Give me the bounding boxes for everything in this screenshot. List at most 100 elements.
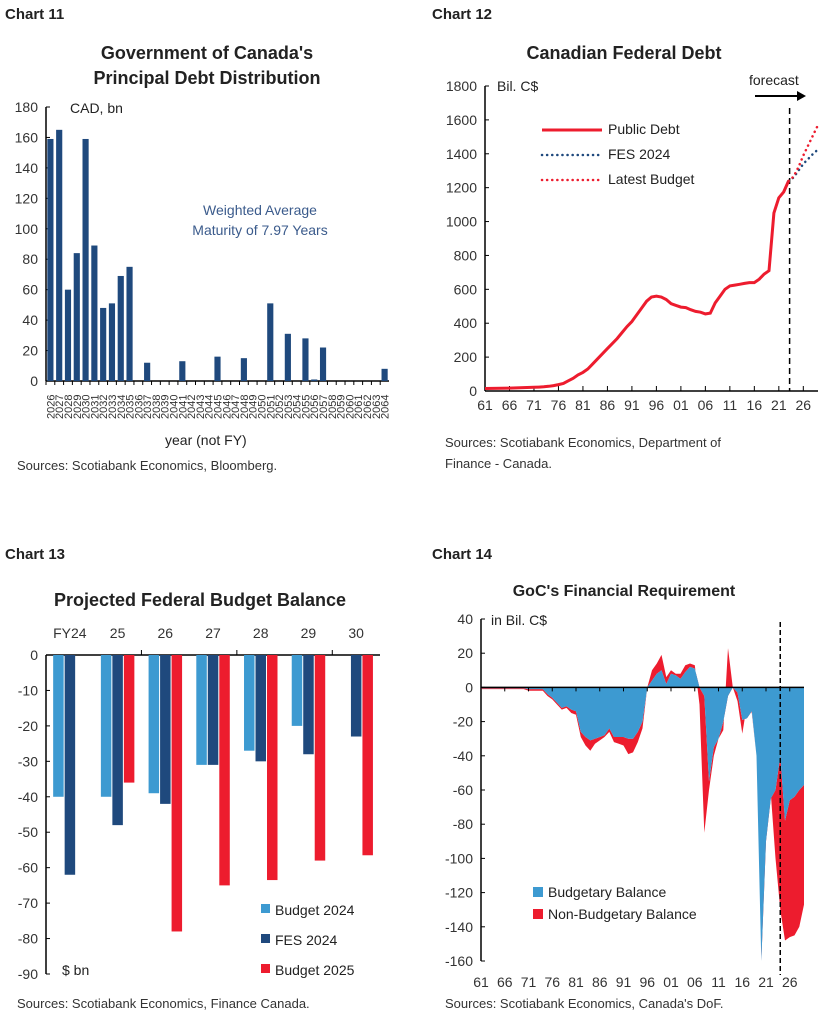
chart12-x-tick-label: 86 xyxy=(600,397,616,413)
chart12-x-tick-label: 06 xyxy=(698,397,714,413)
chart14-area-budgetary xyxy=(481,666,804,961)
chart13-y-tick-label: -70 xyxy=(18,895,38,911)
chart12-x-tick-label: 81 xyxy=(575,397,591,413)
chart13-x-tick-label: FY24 xyxy=(53,625,87,641)
chart14-y-tick-label: -80 xyxy=(453,816,473,832)
chart11-bar xyxy=(302,338,309,381)
chart11-x-tick-label: 2047 xyxy=(230,395,242,419)
chart13-bar-0 xyxy=(196,655,207,765)
chart14-title: GoC's Financial Requirement xyxy=(512,583,736,600)
chart14-x-tick-label: 16 xyxy=(734,974,750,990)
chart13-x-tick-label: 26 xyxy=(157,625,173,641)
chart11-x-tick-label: 2059 xyxy=(336,395,348,419)
chart11-bar xyxy=(214,356,221,381)
chart11-x-tick-label: 2046 xyxy=(221,395,233,419)
chart12-forecast-label: forecast xyxy=(749,72,799,88)
chart14-y-tick-label: -100 xyxy=(445,850,473,866)
chart11-y-tick-label: 40 xyxy=(22,312,38,328)
chart11-bar xyxy=(179,361,186,381)
chart12-y-tick-label: 600 xyxy=(454,281,478,297)
chart12-x-tick-label: 66 xyxy=(502,397,518,413)
chart12-y-tick-label: 1800 xyxy=(446,78,477,94)
chart12-y-tick-label: 1000 xyxy=(446,214,477,230)
chart14-y-tick-label: 40 xyxy=(457,611,473,627)
chart11-y-tick-label: 160 xyxy=(15,129,39,145)
chart11-x-tick-label: 2057 xyxy=(318,395,330,419)
chart14-number: Chart 14 xyxy=(432,546,493,563)
chart11-y-tick-label: 120 xyxy=(15,190,39,206)
chart13-bar-1 xyxy=(112,655,123,826)
chart14-x-tick-label: 76 xyxy=(544,974,560,990)
chart13-y-tick-label: 0 xyxy=(30,647,38,663)
chart13-legend-swatch xyxy=(261,964,270,973)
chart12-x-tick-label: 76 xyxy=(551,397,567,413)
chart13-bar-2 xyxy=(267,655,278,881)
chart11-x-tick-label: 2042 xyxy=(186,395,198,419)
chart13-bar-0 xyxy=(53,655,64,797)
chart14-source: Sources: Scotiabank Economics, Canada's … xyxy=(445,996,724,1011)
chart11-x-tick-label: 2063 xyxy=(371,395,383,419)
chart13-legend-budget2024: Budget 2024 xyxy=(275,902,355,918)
chart11-bar xyxy=(64,289,72,381)
chart11-bar xyxy=(82,138,89,381)
chart11-bar xyxy=(126,266,133,381)
chart11-title-line1: Government of Canada's xyxy=(100,43,314,63)
chart13-bar-1 xyxy=(350,655,362,737)
chart14-x-tick-label: 06 xyxy=(687,974,703,990)
chart14-area-non-budgetary xyxy=(481,648,804,961)
chart12-source-line2: Finance - Canada. xyxy=(445,456,552,471)
chart13-bar-2 xyxy=(314,655,326,861)
chart14-y-tick-label: -40 xyxy=(453,748,473,764)
chart11-x-tick-label: 2049 xyxy=(248,395,260,419)
chart13-bar-1 xyxy=(64,655,76,875)
chart13-bar-2 xyxy=(362,655,373,856)
chart13-bar-1 xyxy=(207,655,219,765)
chart14-x-tick-label: 81 xyxy=(568,974,584,990)
chart11-x-tick-label: 2037 xyxy=(142,395,154,419)
chart13-x-tick-label: 27 xyxy=(205,625,221,641)
chart12-series-2 xyxy=(787,123,820,183)
chart14-y-tick-label: -120 xyxy=(445,885,473,901)
chart14-legend-budgetary: Budgetary Balance xyxy=(548,884,667,900)
chart13-bar-0 xyxy=(148,655,160,794)
chart13-legend-budget2025: Budget 2025 xyxy=(275,962,355,978)
chart11-bar xyxy=(56,129,63,381)
chart11-y-tick-label: 0 xyxy=(30,373,38,389)
chart12-forecast-arrowhead xyxy=(797,91,806,101)
chart11-x-tick-label: 2045 xyxy=(213,395,225,419)
chart13-legend-swatch xyxy=(261,934,270,943)
chart11-x-tick-label: 2062 xyxy=(362,395,374,419)
chart12-x-tick-label: 91 xyxy=(624,397,640,413)
chart11-x-tick-label: 2054 xyxy=(292,395,304,419)
chart11-number: Chart 11 xyxy=(5,6,65,23)
chart11-bar xyxy=(284,333,291,381)
chart12-source-line1: Sources: Scotiabank Economics, Departmen… xyxy=(445,435,722,450)
chart14-x-tick-label: 86 xyxy=(592,974,608,990)
chart12-legend-fes: FES 2024 xyxy=(608,146,671,162)
chart11-x-tick-label: 2040 xyxy=(169,395,181,419)
chart11-x-tick-label: 2027 xyxy=(54,395,66,419)
chart12-y-tick-label: 0 xyxy=(469,383,477,399)
chart11-y-tick-label: 100 xyxy=(15,221,39,237)
chart11-y-tick-label: 80 xyxy=(22,251,38,267)
chart11-bar xyxy=(319,347,327,381)
chart13-y-unit: $ bn xyxy=(62,962,90,978)
chart11-y-tick-label: 20 xyxy=(22,343,38,359)
chart11-bar xyxy=(100,307,107,381)
chart12-x-tick-label: 26 xyxy=(796,397,812,413)
chart12-y-unit: Bil. C$ xyxy=(497,78,539,94)
chart11-bar xyxy=(267,303,274,381)
chart14-y-tick-label: -20 xyxy=(453,714,473,730)
chart12-y-tick-label: 1200 xyxy=(446,180,477,196)
chart13-legend-fes2024: FES 2024 xyxy=(275,932,338,948)
chart11-y-unit: CAD, bn xyxy=(70,100,123,116)
chart13-y-tick-label: -90 xyxy=(18,966,38,982)
chart14-legend-non-budgetary: Non-Budgetary Balance xyxy=(548,906,697,922)
chart11-y-tick-label: 180 xyxy=(15,99,39,115)
chart13-bar-2 xyxy=(123,655,135,783)
chart11-bar xyxy=(91,245,98,381)
chart14-y-unit: in Bil. C$ xyxy=(491,612,548,628)
chart11-bar xyxy=(73,253,80,381)
chart12-legend-latest-budget: Latest Budget xyxy=(608,171,695,187)
chart11-x-tick-label: 2041 xyxy=(177,395,189,419)
